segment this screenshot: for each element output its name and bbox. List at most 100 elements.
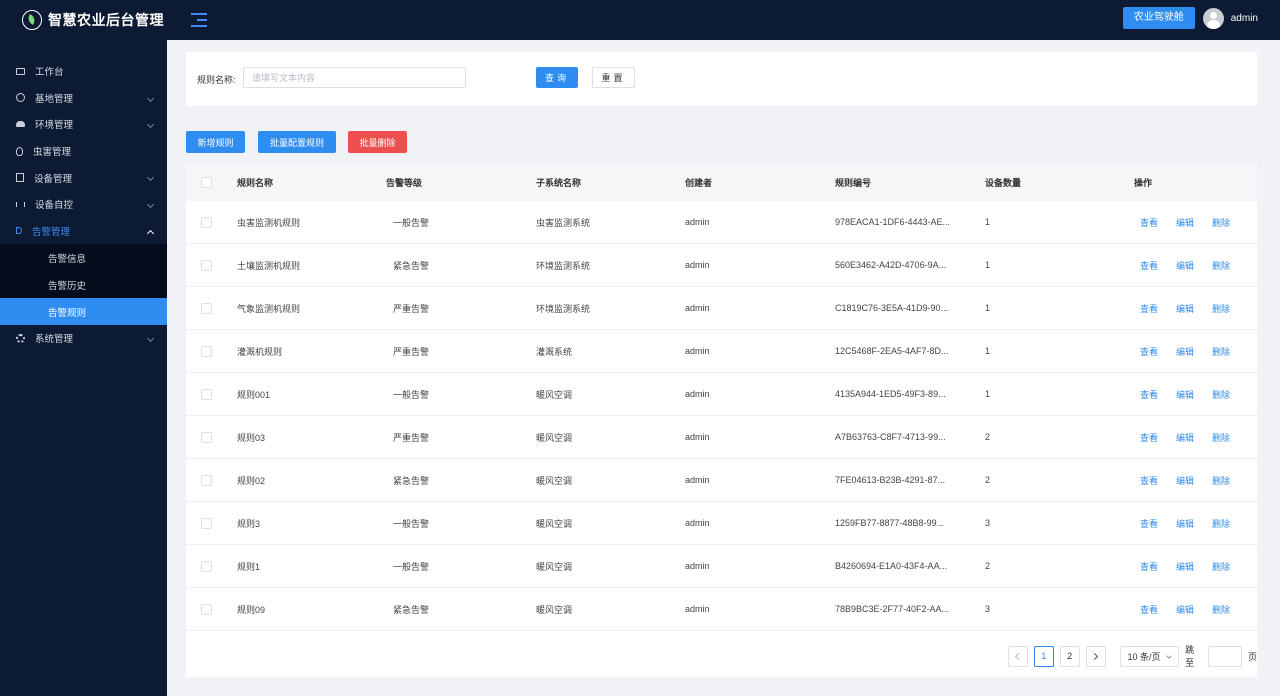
gear-icon — [16, 333, 25, 343]
edit-button[interactable]: 编辑 — [1176, 389, 1195, 400]
next-page-button[interactable] — [1085, 645, 1106, 667]
delete-button[interactable]: 删除 — [1212, 346, 1231, 357]
view-button[interactable]: 查看 — [1140, 432, 1159, 443]
edit-button[interactable]: 编辑 — [1176, 217, 1195, 228]
cell-alarm-level: 严重告警 — [393, 303, 430, 314]
view-button[interactable]: 查看 — [1140, 260, 1159, 271]
bug-icon — [16, 146, 23, 156]
view-button[interactable]: 查看 — [1140, 475, 1159, 486]
edit-button[interactable]: 编辑 — [1176, 604, 1195, 615]
sidebar-item-label: 工作台 — [35, 67, 64, 79]
view-button[interactable]: 查看 — [1140, 346, 1159, 357]
reset-button[interactable]: 重置 — [592, 67, 635, 88]
menu-collapse-icon[interactable] — [191, 13, 207, 27]
row-checkbox[interactable] — [201, 604, 212, 615]
edit-button[interactable]: 编辑 — [1176, 260, 1195, 271]
sidebar-item-label: 环境管理 — [35, 120, 74, 132]
sidebar-subitem-alarm-history[interactable]: 告警历史 — [48, 280, 87, 292]
table-row: 灌溉机规则 严重告警 灌溉系统 admin 12C5468F-2EA5-4AF7-8D.… — [186, 330, 1257, 373]
sidebar-item-system[interactable]: 系统管理 — [0, 325, 167, 352]
view-button[interactable]: 查看 — [1140, 303, 1159, 314]
edit-button[interactable]: 编辑 — [1176, 475, 1195, 486]
delete-button[interactable]: 删除 — [1212, 518, 1231, 529]
page-1-button[interactable]: 1 — [1033, 645, 1054, 667]
globe-icon — [16, 93, 25, 103]
delete-button[interactable]: 删除 — [1212, 475, 1231, 486]
cell-alarm-level: 严重告警 — [393, 346, 430, 357]
view-button[interactable]: 查看 — [1140, 518, 1159, 529]
cell-alarm-level: 紧急告警 — [393, 475, 430, 486]
add-rule-button[interactable]: 新增规则 — [186, 131, 245, 153]
cell-rule-code: 12C5468F-2EA5-4AF7-8D... — [835, 346, 949, 356]
delete-button[interactable]: 删除 — [1212, 389, 1231, 400]
sidebar: 工作台 基地管理 环境管理 虫害管理 设备管理 设备自控 告警管理 告警信息 告… — [0, 40, 167, 696]
sidebar-item-device-control[interactable]: 设备自控 — [0, 191, 167, 218]
cell-rule-name: 规则02 — [237, 475, 266, 486]
sidebar-item-alarm[interactable]: 告警管理 — [0, 218, 167, 245]
delete-button[interactable]: 删除 — [1212, 561, 1231, 572]
row-checkbox[interactable] — [201, 303, 212, 314]
edit-button[interactable]: 编辑 — [1176, 432, 1195, 443]
edit-button[interactable]: 编辑 — [1176, 518, 1195, 529]
select-all-checkbox[interactable] — [201, 177, 212, 188]
cell-rule-code: 560E3462-A42D-4706-9A... — [835, 260, 947, 270]
jump-page-input[interactable] — [1208, 645, 1243, 667]
cell-rule-name: 气象监测机规则 — [237, 303, 301, 314]
cockpit-button[interactable]: 农业驾驶舱 — [1122, 7, 1195, 29]
view-button[interactable]: 查看 — [1140, 217, 1159, 228]
sidebar-item-environment[interactable]: 环境管理 — [0, 111, 167, 138]
cell-alarm-level: 紧急告警 — [393, 260, 430, 271]
document-icon — [16, 173, 24, 183]
view-button[interactable]: 查看 — [1140, 561, 1159, 572]
cell-device-count: 3 — [985, 604, 991, 614]
row-checkbox[interactable] — [201, 518, 212, 529]
page-size-select[interactable]: 10 条/页 — [1119, 645, 1180, 667]
cell-device-count: 1 — [985, 303, 991, 313]
batch-config-button[interactable]: 批量配置规则 — [258, 131, 336, 153]
row-actions: 查看 编辑 删除 — [1140, 459, 1248, 501]
cell-creator: admin — [685, 518, 710, 528]
username[interactable]: admin — [1230, 12, 1258, 24]
row-checkbox[interactable] — [201, 217, 212, 228]
chevron-down-icon — [146, 200, 155, 209]
delete-button[interactable]: 删除 — [1212, 604, 1231, 615]
delete-button[interactable]: 删除 — [1212, 260, 1231, 271]
delete-button[interactable]: 删除 — [1212, 432, 1231, 443]
row-checkbox[interactable] — [201, 346, 212, 357]
row-actions: 查看 编辑 删除 — [1140, 545, 1248, 587]
cell-rule-name: 规则001 — [237, 389, 271, 400]
chevron-down-icon — [146, 94, 155, 102]
row-checkbox[interactable] — [201, 475, 212, 486]
query-button[interactable]: 查询 — [536, 67, 578, 88]
row-checkbox[interactable] — [201, 561, 212, 572]
edit-button[interactable]: 编辑 — [1176, 303, 1195, 314]
page-2-button[interactable]: 2 — [1059, 645, 1080, 667]
avatar[interactable] — [1202, 7, 1224, 29]
sidebar-item-label: 设备自控 — [35, 200, 74, 212]
sidebar-subitem-alarm-rules[interactable]: 告警规则 — [0, 298, 167, 326]
column-header-count: 设备数量 — [985, 178, 1022, 188]
row-checkbox[interactable] — [201, 389, 212, 400]
column-header-name: 规则名称 — [237, 178, 274, 188]
cell-creator: admin — [685, 432, 710, 442]
app-title: 智慧农业后台管理 — [48, 12, 164, 28]
sidebar-item-label: 虫害管理 — [33, 147, 72, 159]
sidebar-subitem-alarm-info[interactable]: 告警信息 — [48, 253, 87, 265]
sidebar-item-workbench[interactable]: 工作台 — [0, 58, 167, 85]
cell-rule-code: 7FE04613-B23B-4291-87... — [835, 475, 946, 485]
edit-button[interactable]: 编辑 — [1176, 561, 1195, 572]
edit-button[interactable]: 编辑 — [1176, 346, 1195, 357]
row-checkbox[interactable] — [201, 260, 212, 271]
delete-button[interactable]: 删除 — [1212, 217, 1231, 228]
prev-page-button[interactable] — [1008, 645, 1028, 667]
view-button[interactable]: 查看 — [1140, 389, 1159, 400]
batch-delete-button[interactable]: 批量删除 — [348, 131, 407, 153]
view-button[interactable]: 查看 — [1140, 604, 1159, 615]
sidebar-item-base[interactable]: 基地管理 — [0, 85, 167, 112]
rule-name-input[interactable] — [243, 67, 466, 88]
sidebar-item-device[interactable]: 设备管理 — [0, 164, 167, 191]
sidebar-item-pest[interactable]: 虫害管理 — [0, 138, 167, 165]
cell-subsystem: 灌溉系统 — [536, 346, 573, 357]
delete-button[interactable]: 删除 — [1212, 303, 1231, 314]
row-checkbox[interactable] — [201, 432, 212, 443]
